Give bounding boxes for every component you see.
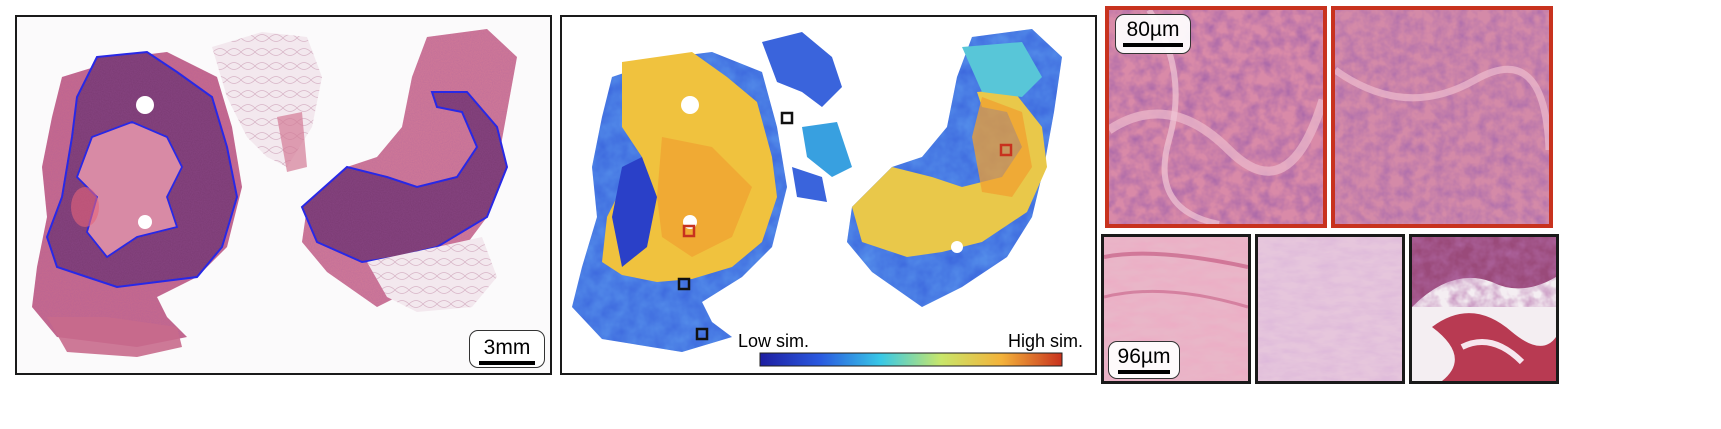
he-slide-image <box>32 29 517 357</box>
retrieved-patch-2-image <box>1258 237 1402 381</box>
bottom-scale-line <box>1118 370 1170 374</box>
retrieved-patch-1: 96µm <box>1101 234 1251 384</box>
top-scale-line <box>1123 43 1183 47</box>
query-marker-right <box>999 143 1013 157</box>
colorbar-low-label: Low sim. <box>738 331 810 351</box>
similarity-heatmap-image <box>572 29 1063 367</box>
he-slide-panel: 3mm <box>15 15 552 375</box>
query-marker-left <box>682 224 696 238</box>
retrieved-patch-3 <box>1409 234 1559 384</box>
top-scale-label: 80µm <box>1126 18 1180 41</box>
similarity-map-panel: Low sim. High sim. <box>560 15 1097 375</box>
query-patch-2-image <box>1335 10 1549 224</box>
retrieved-patch-2 <box>1255 234 1405 384</box>
retrieved-patch-3-image <box>1412 237 1556 381</box>
he-scale-line <box>479 361 535 365</box>
query-patch-1-image <box>1109 10 1323 224</box>
query-patch-2 <box>1331 6 1553 228</box>
retrieved-marker-3 <box>695 327 709 341</box>
top-scale-bar: 80µm <box>1115 14 1191 54</box>
bottom-scale-bar: 96µm <box>1108 341 1180 379</box>
bottom-scale-label: 96µm <box>1117 345 1171 368</box>
he-scale-bar: 3mm <box>469 330 545 368</box>
colorbar-high-label: High sim. <box>1008 331 1084 351</box>
retrieved-marker-1 <box>780 111 794 125</box>
colorbar <box>759 352 1063 367</box>
retrieved-marker-2 <box>677 277 691 291</box>
he-scale-label: 3mm <box>483 336 531 359</box>
query-patch-1: 80µm <box>1105 6 1327 228</box>
